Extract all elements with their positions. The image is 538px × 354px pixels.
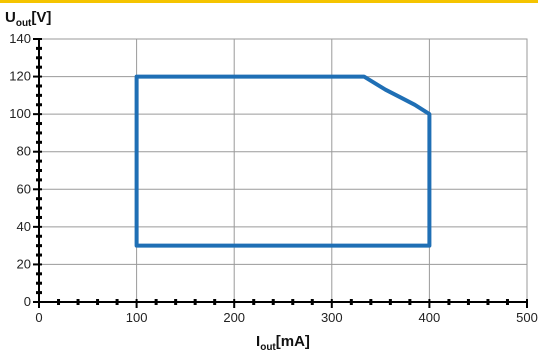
x-tick-labels: 0 100 200 300 400 500 <box>35 310 537 325</box>
top-accent-bar <box>0 0 538 3</box>
x-axis-title-unit: [mA] <box>276 333 310 350</box>
y-tick-label-40: 40 <box>17 219 31 234</box>
y-tick-labels: 0 20 40 60 80 100 120 140 <box>9 31 31 309</box>
y-tick-label-140: 140 <box>9 31 31 46</box>
x-tick-label-300: 300 <box>321 310 343 325</box>
y-axis-title-main: U <box>5 9 16 26</box>
y-tick-label-0: 0 <box>24 294 31 309</box>
y-tick-label-100: 100 <box>9 106 31 121</box>
series-layer <box>134 74 432 248</box>
y-axis-title-subscript: out <box>16 18 32 29</box>
y-tick-label-20: 20 <box>17 256 31 271</box>
y-axis-title-unit: [V] <box>31 9 51 26</box>
y-tick-label-80: 80 <box>17 144 31 159</box>
x-tick-label-100: 100 <box>126 310 148 325</box>
y-axis-title: Uout[V] <box>5 9 51 29</box>
x-tick-label-400: 400 <box>419 310 441 325</box>
x-axis-title-subscript: out <box>260 342 276 353</box>
series-line-0 <box>134 74 432 248</box>
x-axis-title: Iout[mA] <box>256 333 310 353</box>
x-tick-label-200: 200 <box>223 310 245 325</box>
x-tick-label-500: 500 <box>516 310 538 325</box>
x-axis-title-main: I <box>256 333 260 350</box>
axes <box>33 38 528 308</box>
y-tick-label-120: 120 <box>9 69 31 84</box>
x-tick-label-0: 0 <box>35 310 42 325</box>
y-tick-label-60: 60 <box>17 181 31 196</box>
